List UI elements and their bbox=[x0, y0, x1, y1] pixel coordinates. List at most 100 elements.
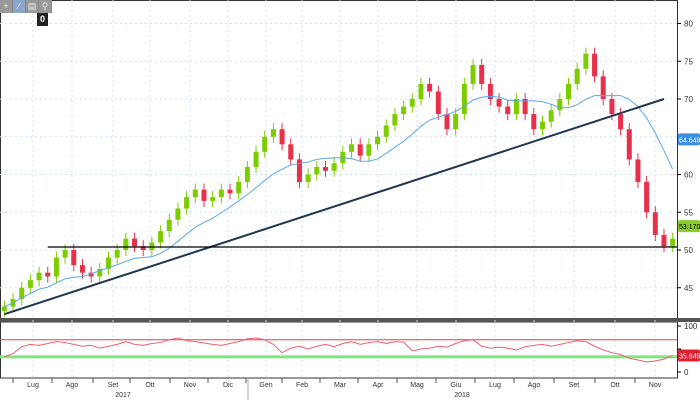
candle bbox=[149, 242, 155, 250]
x-tick-label: Ott bbox=[145, 382, 154, 389]
ma-value-label: 64.6492 bbox=[679, 137, 700, 144]
y-tick-label: 70 bbox=[684, 95, 693, 104]
x-tick-label: Gen bbox=[259, 382, 272, 389]
candle bbox=[97, 268, 103, 277]
candle bbox=[609, 99, 615, 115]
candle bbox=[409, 99, 415, 107]
candle bbox=[227, 189, 233, 194]
candle bbox=[505, 106, 511, 115]
candle bbox=[296, 159, 302, 183]
candle bbox=[652, 212, 658, 235]
candle bbox=[253, 151, 259, 167]
last-price-label-bg bbox=[678, 220, 700, 233]
candle bbox=[36, 272, 42, 281]
candle bbox=[62, 250, 68, 258]
candle bbox=[644, 182, 650, 213]
candle bbox=[305, 174, 311, 183]
candle bbox=[566, 83, 572, 99]
x-tick-label: Giu bbox=[451, 382, 462, 389]
candle bbox=[279, 129, 285, 145]
panel-divider bbox=[0, 318, 700, 322]
candle bbox=[670, 238, 676, 247]
candle bbox=[444, 114, 450, 130]
calculator-icon[interactable]: ▤ bbox=[26, 0, 39, 13]
rsi-line bbox=[4, 337, 673, 363]
x-tick-label: Dic bbox=[223, 382, 234, 389]
candle bbox=[418, 83, 424, 99]
y-tick-label: 55 bbox=[684, 208, 693, 217]
candle bbox=[210, 197, 216, 201]
candle bbox=[158, 231, 164, 243]
candle bbox=[19, 287, 25, 300]
crosshair-icon[interactable]: + bbox=[0, 0, 13, 13]
candle bbox=[661, 234, 667, 247]
candle bbox=[105, 257, 111, 269]
y-tick-label: 75 bbox=[684, 57, 693, 66]
rsi-panel bbox=[0, 321, 678, 379]
candle bbox=[574, 68, 580, 84]
x-tick-label: Feb bbox=[296, 382, 308, 389]
candle bbox=[618, 114, 624, 130]
candle bbox=[383, 125, 389, 137]
candle bbox=[470, 65, 476, 84]
x-tick-label: Mar bbox=[334, 382, 347, 389]
rsi-value-label: 35.849 bbox=[679, 354, 700, 361]
candle bbox=[392, 114, 398, 126]
candle bbox=[1, 306, 7, 312]
candle bbox=[539, 121, 545, 130]
candle bbox=[401, 106, 407, 115]
rsi-oversold-line bbox=[0, 355, 677, 359]
candle bbox=[166, 219, 172, 232]
candle bbox=[175, 208, 181, 220]
candle bbox=[349, 144, 355, 152]
candle bbox=[314, 166, 320, 175]
candle bbox=[244, 166, 250, 183]
x-tick-label: Lug bbox=[489, 382, 501, 389]
candle bbox=[531, 114, 537, 130]
chart-toolbar: + ∕ ▤ ⚲ bbox=[0, 0, 52, 13]
rsi-tick-label: 100 bbox=[684, 322, 698, 331]
x-tick-label: Lug bbox=[27, 382, 39, 389]
candle bbox=[270, 129, 276, 137]
rsi-tick-label: 0 bbox=[684, 368, 689, 377]
candle bbox=[522, 99, 528, 115]
candle bbox=[218, 189, 224, 198]
candle bbox=[201, 189, 207, 201]
candle bbox=[262, 136, 268, 152]
candle bbox=[557, 99, 563, 111]
candle bbox=[236, 182, 242, 194]
candle bbox=[79, 265, 85, 273]
candle bbox=[592, 53, 598, 77]
x-tick-label: Ott bbox=[610, 382, 619, 389]
candle bbox=[288, 144, 294, 160]
y-tick-label: 45 bbox=[684, 284, 693, 293]
candle bbox=[479, 65, 485, 84]
candle bbox=[331, 163, 337, 171]
draw-line-icon[interactable]: ∕ bbox=[13, 0, 26, 13]
x-tick-label: Nov bbox=[184, 382, 197, 389]
candle bbox=[132, 238, 138, 247]
y-tick-label: 50 bbox=[684, 246, 693, 255]
badge: 0 bbox=[37, 13, 48, 26]
candle bbox=[548, 110, 554, 122]
candle bbox=[192, 189, 198, 198]
candle bbox=[635, 159, 641, 183]
candle bbox=[140, 246, 146, 250]
candle bbox=[461, 83, 467, 115]
candle bbox=[583, 53, 589, 69]
year-label: 2017 bbox=[115, 392, 131, 399]
candle bbox=[366, 144, 372, 156]
candle bbox=[27, 280, 33, 288]
candle bbox=[123, 238, 129, 250]
candle bbox=[45, 272, 51, 277]
x-tick-label: Ago bbox=[528, 382, 541, 389]
zoom-icon[interactable]: ⚲ bbox=[39, 0, 52, 13]
candle bbox=[600, 76, 606, 99]
candle bbox=[626, 129, 632, 160]
candle bbox=[88, 272, 94, 277]
candle bbox=[453, 114, 459, 130]
year-label: 2018 bbox=[454, 392, 470, 399]
candle bbox=[496, 99, 502, 107]
